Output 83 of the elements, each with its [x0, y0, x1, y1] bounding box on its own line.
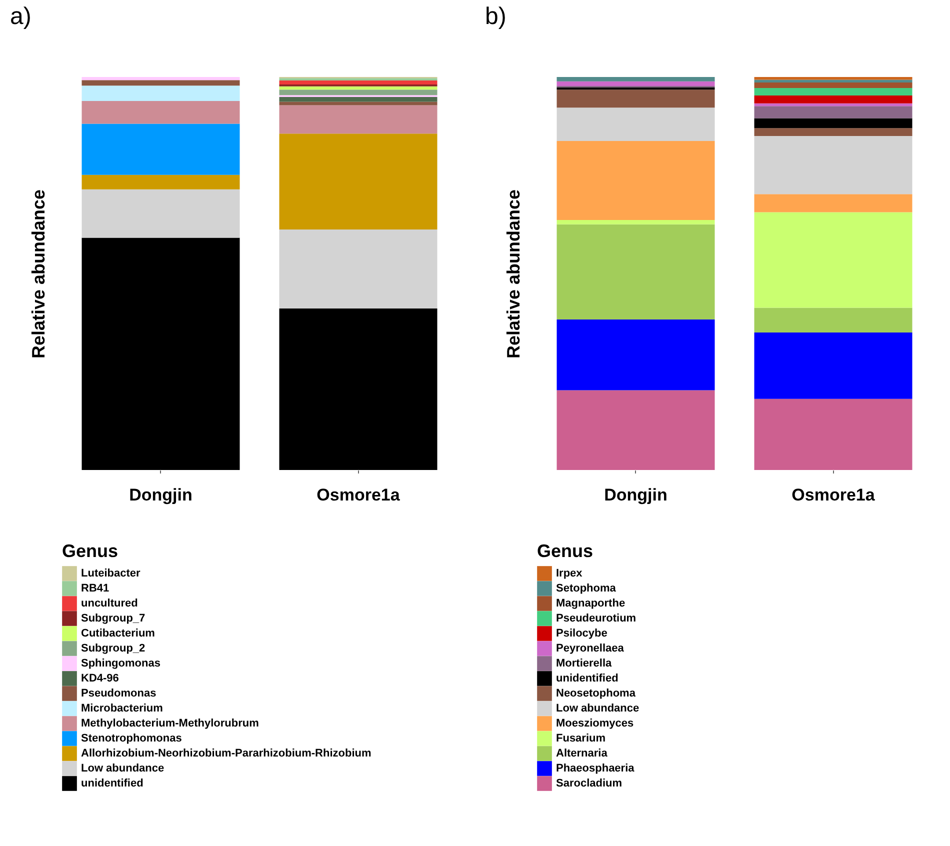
bar [82, 80, 240, 86]
legend-label: Microbacterium [81, 702, 164, 714]
bar [556, 224, 715, 320]
bar [279, 229, 438, 308]
legend-label: Low abundance [556, 702, 640, 714]
bar [754, 106, 912, 118]
bar [754, 77, 912, 80]
bar [82, 189, 240, 238]
legend-label: Moesziomyces [556, 718, 634, 730]
bar [556, 77, 715, 82]
legend-label: KD4-96 [81, 672, 119, 684]
bar [82, 77, 240, 80]
bar [754, 308, 912, 332]
legend-label: Peyronellaea [556, 642, 625, 654]
bar [279, 80, 438, 84]
bar [754, 103, 912, 106]
chart-title: a) [10, 3, 32, 30]
bar [82, 238, 240, 470]
legend-label: Low abundance [81, 762, 164, 774]
bar [556, 141, 715, 220]
y-axis-title: Relative abundance [28, 189, 48, 359]
bar [279, 105, 438, 134]
bar [279, 86, 438, 90]
legend-label: Irpex [556, 568, 584, 580]
x-tick-label: Osmore1a [316, 486, 400, 504]
legend-title: Genus [62, 541, 118, 561]
legend-title: Genus [537, 541, 594, 561]
bar [82, 86, 240, 101]
bar [279, 308, 438, 470]
bar [754, 136, 912, 194]
bar [556, 81, 715, 86]
legend-label: Sphingomonas [81, 658, 160, 670]
bar [754, 95, 912, 104]
legend-label: Magnaporthe [556, 598, 626, 610]
legend-label: Neosetophoma [556, 688, 636, 700]
bar [279, 134, 438, 230]
x-tick-label: Dongjin [129, 486, 192, 504]
legend-label: Mortierella [556, 658, 613, 670]
legend-label: uncultured [81, 598, 138, 610]
legend-label: unidentified [81, 778, 144, 790]
bar [754, 194, 912, 212]
bar [556, 319, 715, 390]
legend-label: Psilocybe [556, 628, 608, 640]
bar [82, 124, 240, 175]
bar [556, 87, 715, 90]
legend-label: Sarocladium [556, 778, 622, 790]
y-axis-title: Relative abundance [504, 189, 524, 359]
legend-label: Alternaria [556, 748, 608, 760]
bar [754, 82, 912, 88]
bar [556, 90, 715, 108]
bar [279, 102, 438, 106]
legend-label: Pseudeurotium [556, 612, 636, 624]
legend-label: Methylobacterium-Methylorubrum [81, 718, 260, 730]
bar [754, 398, 912, 470]
x-tick-label: Osmore1a [792, 486, 876, 504]
legend-label: Cutibacterium [81, 628, 156, 640]
bar [279, 97, 438, 102]
bar [82, 174, 240, 190]
legend-label: Setophoma [556, 582, 617, 594]
legend-label: Phaeosphaeria [556, 762, 636, 774]
bar [556, 108, 715, 142]
legend-label: Subgroup_2 [81, 642, 146, 654]
bar [279, 90, 438, 96]
legend-label: Fusarium [556, 732, 606, 744]
bar [279, 78, 438, 81]
bar [754, 212, 912, 308]
bar [754, 80, 912, 82]
bar [556, 390, 715, 470]
bar [82, 100, 240, 124]
legend-label: Luteibacter [81, 568, 142, 580]
bar [754, 88, 912, 96]
chart-title: b) [485, 3, 506, 30]
legend-label: Stenotrophomonas [81, 732, 182, 744]
x-tick-label: Dongjin [604, 486, 668, 504]
legend-label: Allorhizobium-Neorhizobium-Pararhizobium-Rhizobium [81, 748, 372, 760]
bar [754, 118, 912, 128]
bar [754, 128, 912, 136]
legend-label: RB41 [81, 582, 110, 594]
legend-label: Subgroup_7 [81, 612, 146, 624]
legend-label: Pseudomonas [81, 688, 156, 700]
bar [556, 220, 715, 224]
legend-label: unidentified [556, 672, 618, 684]
bar [754, 332, 912, 399]
